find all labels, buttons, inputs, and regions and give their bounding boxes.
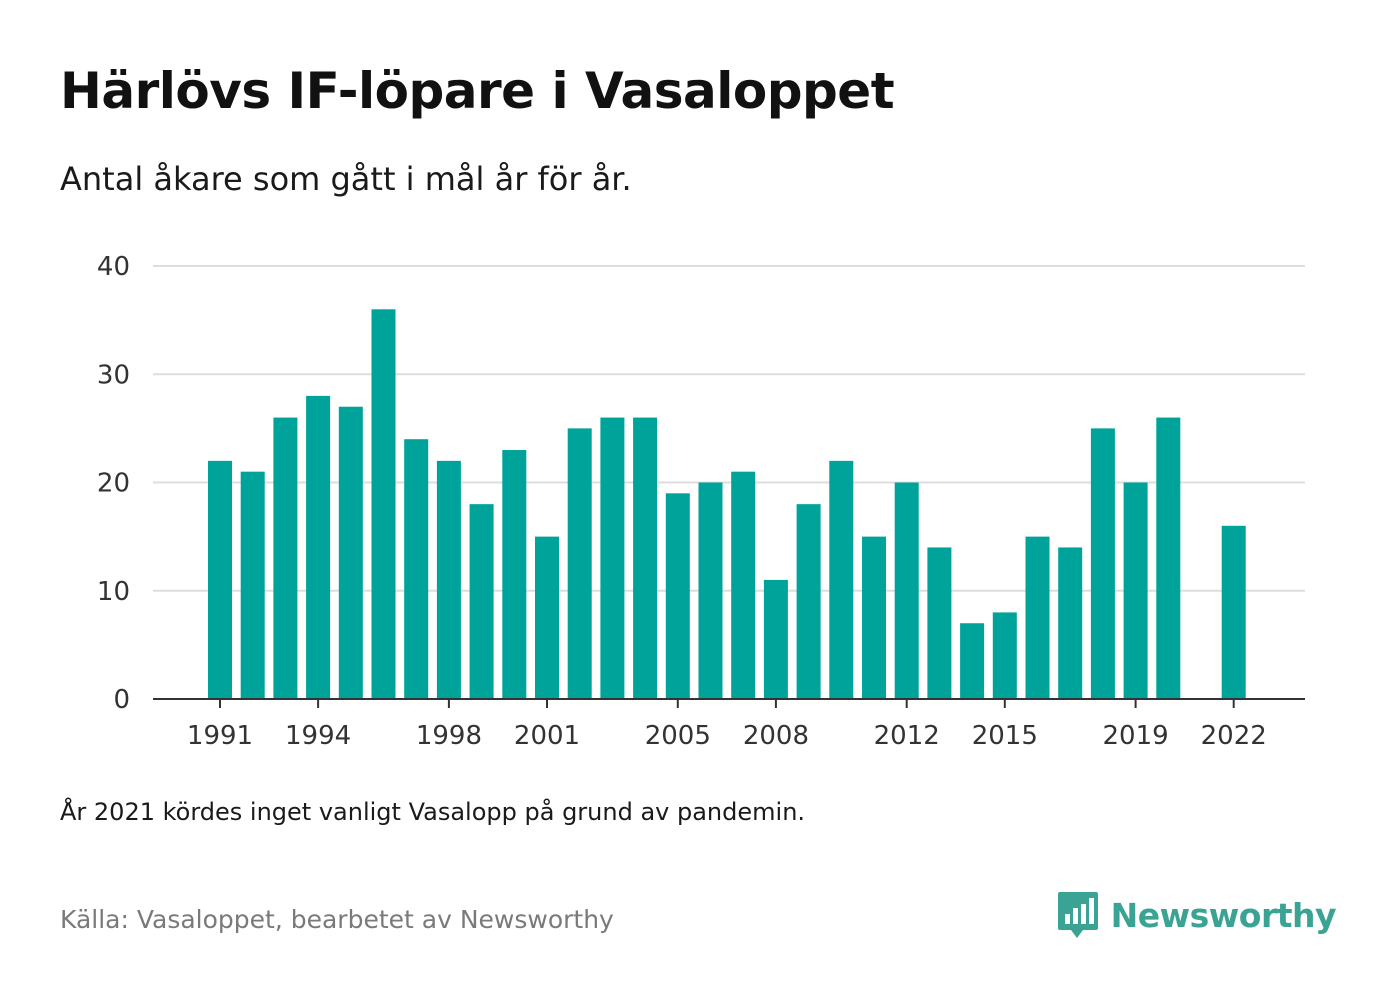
- bar: [469, 504, 494, 699]
- x-tick-label: 2019: [1103, 721, 1169, 751]
- bar: [273, 417, 298, 699]
- bar: [338, 406, 363, 699]
- bar: [763, 579, 788, 699]
- bar: [960, 623, 985, 699]
- x-tick-label: 1998: [416, 721, 482, 751]
- bar: [567, 428, 592, 699]
- bar: [1090, 428, 1115, 699]
- bar: [404, 439, 429, 699]
- bar: [502, 450, 527, 699]
- bar: [796, 504, 821, 699]
- x-tick-label: 2022: [1201, 721, 1267, 751]
- x-tick-label: 2008: [743, 721, 809, 751]
- bar: [1025, 536, 1050, 699]
- bar: [633, 417, 658, 699]
- bar: [665, 493, 690, 699]
- y-tick-label: 20: [97, 469, 130, 499]
- bar: [927, 547, 952, 699]
- bar: [1156, 417, 1181, 699]
- x-tick-label: 2012: [874, 721, 940, 751]
- bar: [371, 309, 396, 699]
- y-tick-label: 10: [97, 577, 130, 607]
- x-tick-label: 1994: [285, 721, 351, 751]
- bar: [208, 460, 232, 699]
- chart-title: Härlövs IF-löpare i Vasaloppet: [60, 62, 895, 120]
- y-tick-label: 30: [97, 360, 130, 390]
- bar-chart-speech-bubble-icon: [1057, 892, 1098, 938]
- x-tick-label: 2001: [514, 721, 580, 751]
- y-tick-label: 40: [97, 252, 130, 282]
- chart-note: År 2021 kördes inget vanligt Vasalopp på…: [60, 798, 806, 826]
- chart-subtitle: Antal åkare som gått i mål år för år.: [60, 160, 632, 198]
- bar: [436, 460, 461, 699]
- bar-chart: 0 10 20 30 40 1991 1994 1998 2001 2005 2008 2012 201…: [97, 252, 1305, 751]
- bar: [862, 536, 886, 699]
- y-tick-label: 0: [113, 685, 130, 715]
- x-tick-label: 1991: [187, 721, 253, 751]
- source-text: Källa: Vasaloppet, bearbetet av Newswort…: [60, 905, 614, 934]
- bar: [992, 612, 1017, 699]
- bar: [829, 460, 854, 699]
- bar: [1123, 482, 1148, 699]
- bar: [1058, 547, 1083, 699]
- x-tick-label: 2015: [972, 721, 1038, 751]
- bar: [894, 482, 919, 699]
- bar: [600, 417, 625, 699]
- x-tick-label: 2005: [645, 721, 711, 751]
- bar: [535, 536, 559, 699]
- brand-logo: Newsworthy: [1057, 890, 1337, 940]
- bar: [731, 471, 756, 699]
- bar: [240, 471, 265, 699]
- bar: [1221, 525, 1246, 699]
- bar: [306, 395, 331, 699]
- bar: [698, 482, 723, 699]
- brand-name: Newsworthy: [1110, 895, 1337, 935]
